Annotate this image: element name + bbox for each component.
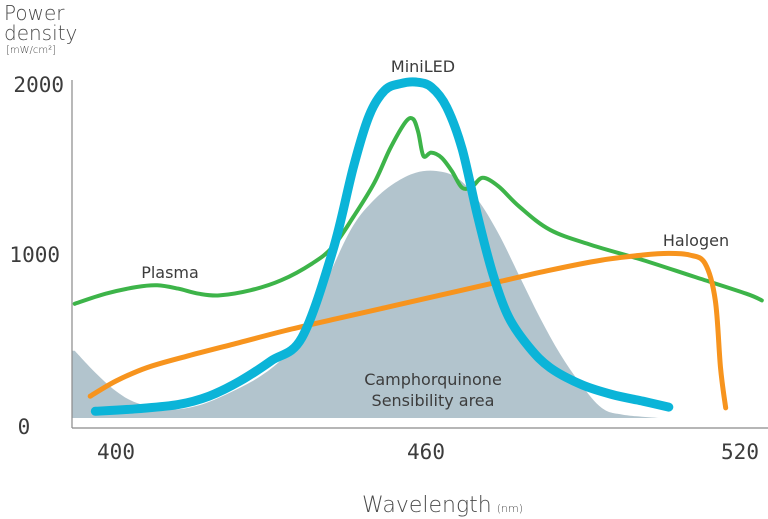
y-axis-title-line2: density [4,21,77,45]
series-label-miniled: MiniLED [391,57,455,76]
y-axis-unit: [mW/cm²] [6,45,56,56]
series-line-plasma [72,115,764,306]
area-label-line1: Camphorquinone [364,370,502,389]
x-axis-title: Wavelength (nm) [362,493,523,518]
y-axis-title-line1: Power [4,1,65,25]
y-tick-label-0: 0 [18,415,31,439]
x-tick-label-400: 400 [97,440,135,464]
y-tick-label-1000: 1000 [9,243,60,267]
series-label-plasma: Plasma [141,263,199,282]
x-tick-label-520: 520 [721,440,759,464]
sensibility-area [72,170,659,418]
x-tick-label-460: 460 [407,440,445,464]
series-line-miniled [90,77,674,416]
x-axis-title-text: Wavelength [362,493,492,518]
y-tick-label-2000: 2000 [13,73,64,97]
area-label-line2: Sensibility area [372,391,495,410]
series-label-halogen: Halogen [663,231,729,250]
x-axis-unit: (nm) [497,502,523,515]
